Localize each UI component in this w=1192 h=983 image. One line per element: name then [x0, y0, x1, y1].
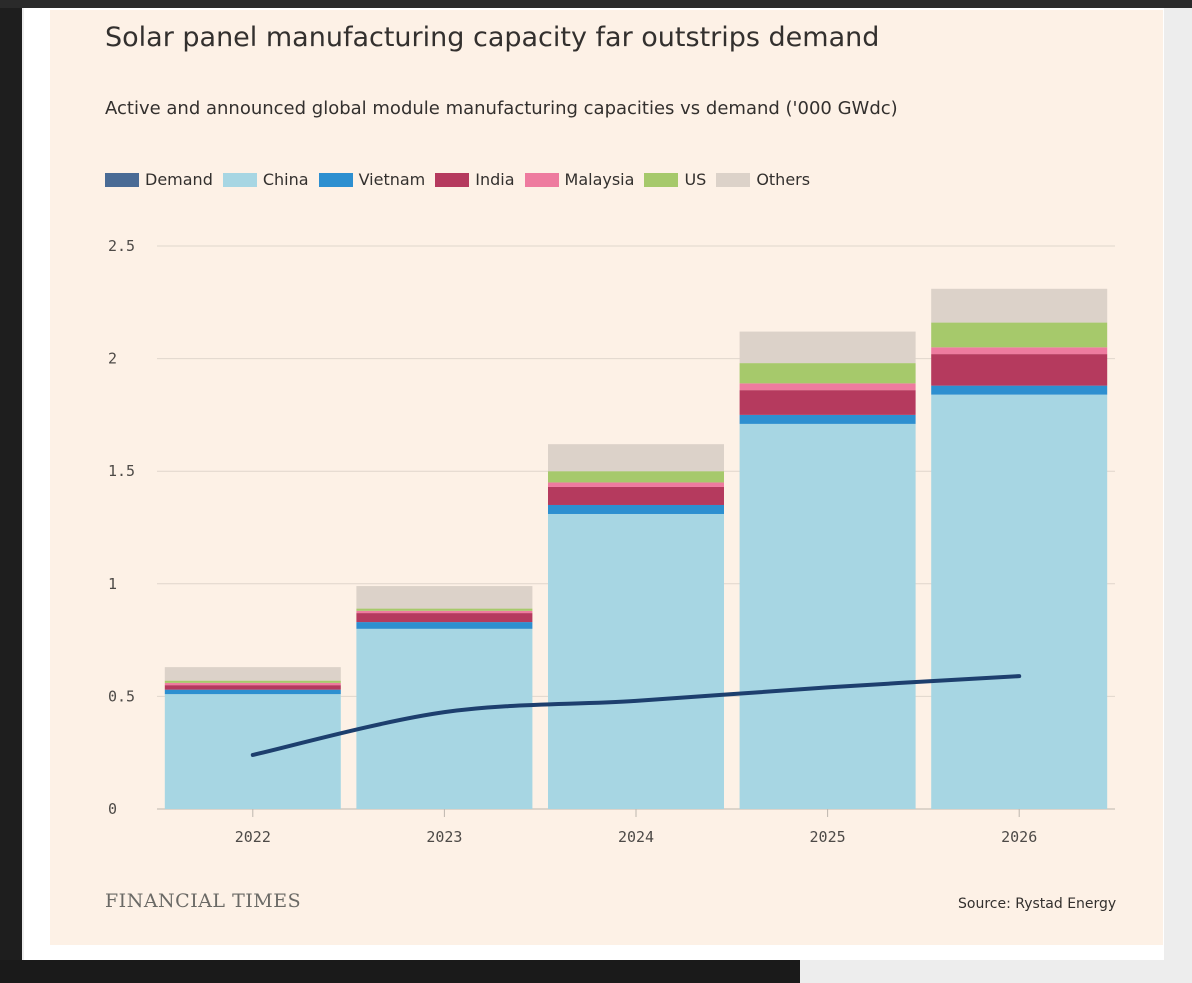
- y-tick-label: 0.5: [108, 687, 135, 705]
- y-tick-label: 1.5: [108, 462, 135, 480]
- x-tick-label: 2026: [1001, 828, 1037, 846]
- bar-segment-us: [548, 471, 724, 483]
- legend-item-us: US: [644, 170, 706, 189]
- legend-item-demand: Demand: [105, 170, 213, 189]
- bar-segment-us: [356, 608, 533, 611]
- x-tick-label: 2023: [426, 828, 462, 846]
- bar-segment-malaysia: [739, 383, 916, 391]
- legend-swatch: [524, 172, 559, 187]
- bar-segment-india: [931, 354, 1108, 386]
- bar-segment-china: [548, 513, 724, 809]
- legend-label: India: [475, 170, 515, 189]
- chart-title: Solar panel manufacturing capacity far o…: [105, 22, 880, 53]
- bar-segment-malaysia: [931, 347, 1108, 355]
- bar-segment-others: [548, 444, 724, 472]
- bar-segment-india: [164, 685, 341, 690]
- legend-swatch: [222, 172, 257, 187]
- bar-segment-us: [739, 363, 916, 384]
- bar-segment-others: [356, 586, 533, 609]
- window-left-edge: [0, 8, 22, 983]
- bar-segment-india: [739, 390, 916, 415]
- bar-segment-vietnam: [356, 622, 533, 629]
- x-tick-label: 2025: [810, 828, 846, 846]
- bar-segment-malaysia: [356, 610, 533, 614]
- bar-segment-malaysia: [548, 482, 724, 487]
- legend-swatch: [716, 172, 751, 187]
- source-note: Source: Rystad Energy: [958, 896, 1117, 912]
- bar-segment-malaysia: [164, 682, 341, 686]
- bar-segment-vietnam: [548, 504, 724, 514]
- x-tick-label: 2024: [618, 828, 654, 846]
- x-tick-label: 2022: [235, 828, 271, 846]
- y-tick-label: 1: [108, 575, 117, 593]
- bar-segment-vietnam: [739, 414, 916, 424]
- legend-label: Demand: [145, 170, 213, 189]
- chart-subtitle: Active and announced global module manuf…: [105, 98, 898, 119]
- legend-label: Malaysia: [564, 170, 635, 189]
- bar-segment-others: [739, 331, 916, 364]
- legend-swatch: [644, 172, 679, 187]
- legend-item-malaysia: Malaysia: [524, 170, 635, 189]
- legend-swatch: [318, 172, 353, 187]
- bar-segment-india: [548, 486, 724, 505]
- bar-segment-others: [164, 667, 341, 681]
- bar-segment-us: [931, 322, 1108, 348]
- chart-legend: Demand China Vietnam India Malaysia US Others: [105, 170, 820, 189]
- bar-segment-china: [356, 628, 533, 809]
- legend-label: Others: [756, 170, 811, 189]
- legend-swatch: [105, 172, 139, 187]
- bar-segment-china: [739, 423, 916, 809]
- bar-segment-india: [356, 613, 533, 623]
- legend-label: Vietnam: [358, 170, 426, 189]
- bar-segment-vietnam: [164, 689, 341, 695]
- bar-segment-china: [164, 694, 341, 809]
- legend-label: US: [684, 170, 707, 189]
- bar-segment-vietnam: [931, 385, 1108, 395]
- legend-label: China: [262, 170, 309, 189]
- legend-item-india: India: [435, 170, 515, 189]
- brand-logo-text: FINANCIAL TIMES: [105, 890, 302, 912]
- legend-item-others: Others: [716, 170, 810, 189]
- bar-segment-china: [931, 394, 1108, 809]
- bar-segment-us: [164, 680, 341, 683]
- demand-line: [250, 674, 1022, 757]
- y-tick-label: 2.5: [108, 237, 135, 255]
- y-tick-label: 0: [108, 800, 117, 818]
- bar-segment-others: [931, 288, 1108, 323]
- y-tick-label: 2: [108, 350, 117, 368]
- legend-item-vietnam: Vietnam: [318, 170, 426, 189]
- legend-item-china: China: [222, 170, 309, 189]
- legend-swatch: [435, 172, 470, 187]
- window-bottom-edge: [0, 960, 800, 983]
- window-top-edge: [0, 0, 1192, 8]
